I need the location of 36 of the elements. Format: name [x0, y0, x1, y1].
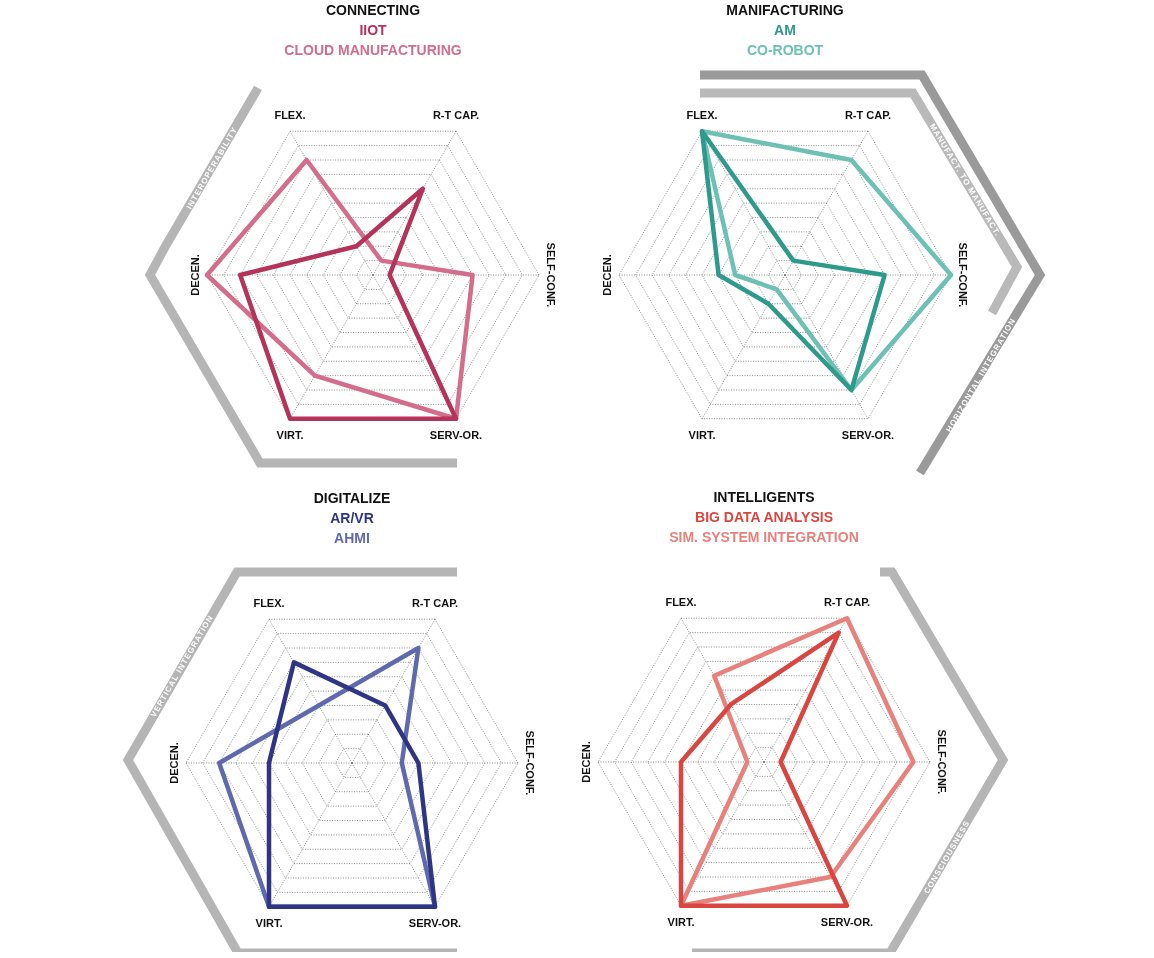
spoke-label: VIRT. [255, 916, 283, 929]
spoke-label: SELF-CONF. [524, 730, 536, 796]
spoke-label: R-T CAP. [411, 597, 459, 610]
text: SIM. SYSTEM INTEGRATION [669, 529, 859, 545]
spoke-label: FLEX. [274, 109, 306, 122]
text: CLOUD MANUFACTURING [284, 42, 462, 58]
spoke-label: DECEN. [580, 741, 592, 783]
spoke-label: VIRT. [667, 915, 695, 928]
spoke-label: SELF-CONF. [957, 242, 969, 308]
spoke-label: SERV-OR. [429, 428, 483, 441]
spoke-label: VIRT. [688, 428, 716, 441]
chart-title: MANIFACTURING [726, 2, 844, 18]
spoke-label: DECEN. [168, 742, 180, 784]
spoke-label: R-T CAP. [432, 109, 480, 122]
text: IIOT [359, 22, 388, 38]
spoke-label: SERV-OR. [820, 915, 874, 928]
spoke-label: R-T CAP. [823, 596, 871, 609]
text: AM [774, 22, 796, 38]
spoke-label: R-T CAP. [844, 109, 892, 122]
chart-title: INTELLIGENTS [713, 489, 815, 505]
text: CO-ROBOT [746, 42, 824, 58]
spoke-label: FLEX. [665, 596, 697, 609]
spoke-label: SERV-OR. [841, 428, 895, 441]
spoke-label: FLEX. [686, 109, 718, 122]
chart-title: CONNECTING [325, 2, 421, 18]
spoke-label: SELF-CONF. [936, 729, 948, 795]
spoke-label: DECEN. [189, 254, 201, 296]
text: AHMI [334, 530, 370, 546]
spoke-label: FLEX. [253, 597, 285, 610]
text: AR/VR [330, 510, 374, 526]
spoke-label: VIRT. [276, 428, 304, 441]
spoke-label: SELF-CONF. [545, 242, 557, 308]
spoke-label: DECEN. [601, 254, 613, 296]
text: BIG DATA ANALYSIS [695, 509, 833, 525]
chart-title: DIGITALIZE [313, 490, 391, 506]
spoke-label: SERV-OR. [408, 916, 462, 929]
